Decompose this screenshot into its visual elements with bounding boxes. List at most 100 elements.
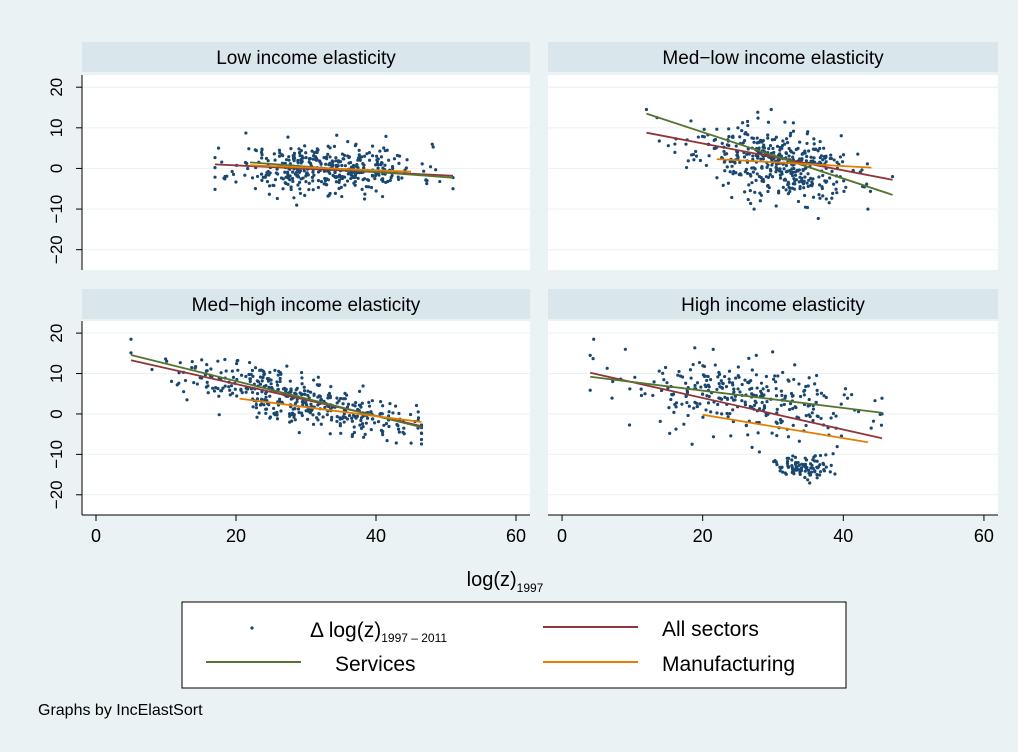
scatter-point xyxy=(804,159,809,163)
scatter-point xyxy=(178,361,182,365)
scatter-point xyxy=(234,180,238,184)
scatter-point xyxy=(704,385,708,389)
scatter-point xyxy=(292,415,296,419)
scatter-point xyxy=(263,398,267,402)
scatter-point xyxy=(781,185,785,189)
scatter-point xyxy=(354,416,358,420)
scatter-point xyxy=(807,178,811,182)
scatter-point xyxy=(817,175,821,179)
scatter-point xyxy=(696,135,700,139)
scatter-point xyxy=(774,387,778,391)
scatter-point xyxy=(342,175,347,179)
scatter-point xyxy=(277,148,282,152)
scatter-point xyxy=(289,185,293,189)
scatter-point xyxy=(779,154,783,158)
scatter-point xyxy=(360,155,364,159)
scatter-point xyxy=(819,391,824,395)
scatter-point xyxy=(774,460,778,464)
scatter-point xyxy=(798,394,803,399)
scatter-point xyxy=(797,463,801,467)
scatter-point xyxy=(750,181,754,185)
scatter-point xyxy=(780,146,784,150)
scatter-point xyxy=(818,196,822,200)
scatter-point xyxy=(335,415,339,419)
scatter-point xyxy=(303,193,307,198)
scatter-point xyxy=(811,418,815,423)
scatter-point xyxy=(731,134,735,138)
scatter-point xyxy=(307,157,312,161)
scatter-point xyxy=(303,392,307,396)
scatter-point xyxy=(768,173,772,177)
scatter-point xyxy=(258,375,263,379)
scatter-point xyxy=(284,158,289,162)
scatter-point xyxy=(701,415,705,419)
scatter-point xyxy=(770,138,774,142)
scatter-point xyxy=(765,385,769,389)
scatter-point xyxy=(316,185,321,190)
scatter-point xyxy=(839,402,843,406)
scatter-point xyxy=(778,176,783,180)
scatter-point xyxy=(832,182,836,186)
scatter-point xyxy=(402,426,406,430)
scatter-point xyxy=(292,151,297,155)
scatter-point xyxy=(338,174,342,178)
scatter-point xyxy=(297,410,301,415)
scatter-point xyxy=(288,379,292,383)
scatter-point xyxy=(725,397,730,401)
scatter-point xyxy=(221,386,225,390)
scatter-point xyxy=(374,163,378,167)
scatter-point xyxy=(380,194,385,199)
scatter-point xyxy=(722,149,726,154)
scatter-point xyxy=(422,169,426,173)
scatter-point xyxy=(311,413,315,417)
scatter-point xyxy=(697,360,702,365)
scatter-point xyxy=(321,415,325,419)
scatter-point xyxy=(275,383,280,387)
panel-header xyxy=(548,289,998,319)
scatter-point xyxy=(297,180,302,184)
scatter-point xyxy=(289,387,293,391)
scatter-point xyxy=(770,175,775,179)
scatter-point xyxy=(803,456,807,460)
scatter-point xyxy=(328,155,332,159)
scatter-point xyxy=(283,170,287,174)
scatter-point xyxy=(784,188,788,192)
scatter-point xyxy=(385,438,389,443)
scatter-point xyxy=(750,136,754,140)
scatter-point xyxy=(296,175,301,179)
scatter-point xyxy=(692,158,696,162)
scatter-point xyxy=(361,425,365,429)
scatter-point xyxy=(835,180,839,184)
scatter-point xyxy=(780,172,784,176)
scatter-point xyxy=(793,173,798,177)
scatter-point xyxy=(781,470,785,474)
scatter-point xyxy=(740,128,744,133)
scatter-point xyxy=(813,382,817,386)
scatter-point xyxy=(381,177,385,181)
scatter-point xyxy=(802,393,806,397)
scatter-point xyxy=(760,166,764,170)
scatter-point xyxy=(379,155,384,159)
scatter-point xyxy=(359,418,363,423)
y-tick-label: −10 xyxy=(47,440,66,469)
scatter-point xyxy=(231,172,236,176)
scatter-point xyxy=(169,379,174,383)
scatter-point xyxy=(756,431,760,435)
scatter-point xyxy=(791,129,796,133)
scatter-point xyxy=(748,189,752,193)
scatter-point xyxy=(700,392,705,396)
scatter-point xyxy=(787,154,791,158)
scatter-point xyxy=(794,465,799,469)
scatter-point xyxy=(761,157,765,161)
scatter-point xyxy=(791,394,795,398)
scatter-point xyxy=(231,375,236,379)
scatter-point xyxy=(890,174,895,179)
scatter-point xyxy=(289,187,293,192)
scatter-point xyxy=(317,411,321,416)
scatter-point xyxy=(255,397,260,401)
scatter-point xyxy=(255,392,260,396)
scatter-point xyxy=(727,134,731,139)
scatter-point xyxy=(806,384,810,388)
scatter-point xyxy=(250,368,255,373)
scatter-point xyxy=(261,175,265,179)
